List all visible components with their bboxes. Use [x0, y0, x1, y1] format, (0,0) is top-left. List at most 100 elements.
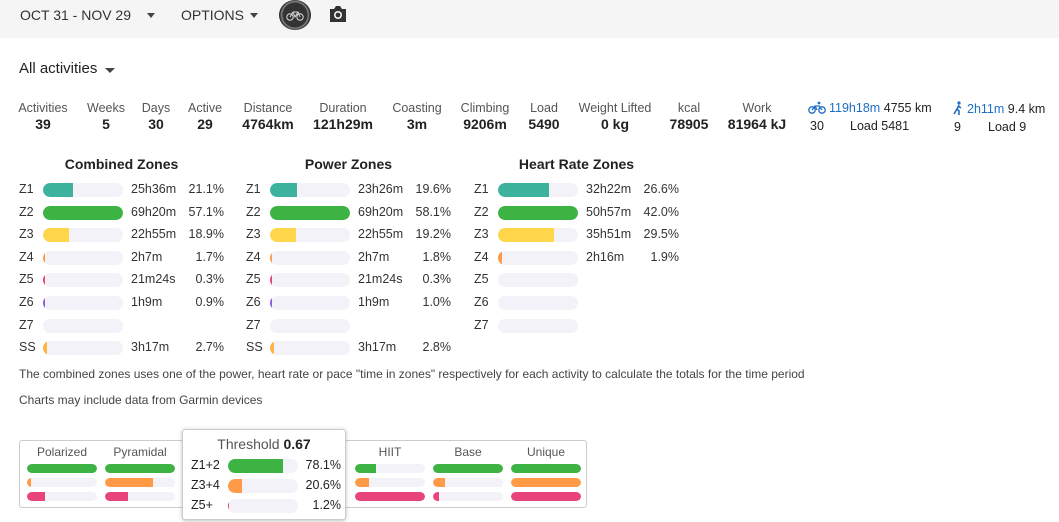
date-range-dropdown[interactable]: OCT 31 - NOV 29	[20, 7, 156, 23]
zone-row-z1: Z1 32h22m 26.6%	[474, 182, 684, 198]
distribution-unique[interactable]: Unique	[511, 445, 581, 501]
zone-bar-fill	[270, 250, 273, 265]
zone-percent: 26.6%	[643, 182, 679, 196]
zone-time: 22h55m	[131, 227, 177, 242]
zone-time: 22h55m	[358, 227, 404, 242]
distribution-polarized[interactable]: Polarized	[27, 445, 97, 501]
distribution-tooltip: Threshold 0.67 Z1+2 78.1% Z3+4 20.6% Z5+ 1.2%	[182, 429, 346, 520]
combined-zones-note: The combined zones uses one of the power…	[19, 367, 805, 381]
sport-load: Load 9	[988, 120, 1027, 134]
zone-bar	[498, 250, 578, 265]
zone-percent: 21.1%	[188, 182, 224, 196]
zone-percent: 19.2%	[415, 227, 451, 242]
tooltip-row-percent: 1.2%	[312, 498, 342, 512]
date-range-label: OCT 31 - NOV 29	[20, 7, 132, 23]
zone-bar-fill	[270, 183, 297, 197]
zone-row-z4: Z4 2h16m 1.9%	[474, 250, 684, 266]
zone-row-z7: Z7	[19, 318, 229, 334]
distribution-name: HIIT	[378, 445, 402, 459]
zone-bar	[270, 341, 350, 356]
activity-filter-dropdown[interactable]: All activities	[19, 60, 116, 77]
zone-bar-fill	[270, 273, 272, 288]
sport-distance: 9.4 km	[1007, 102, 1046, 116]
options-dropdown[interactable]: OPTIONS	[181, 7, 259, 23]
tooltip-row-percent: 78.1%	[305, 458, 341, 472]
zone-row-z7: Z7	[246, 318, 456, 334]
distribution-bar-fill	[355, 478, 369, 487]
distribution-hiit[interactable]: HIIT	[355, 445, 425, 501]
stat-load: Load 5490	[528, 101, 559, 132]
zone-bar	[43, 205, 123, 220]
distribution-base[interactable]: Base	[433, 445, 503, 501]
sport-time: 2h11m	[967, 102, 1005, 116]
tooltip-title-text: Threshold	[217, 436, 280, 452]
tooltip-row-label: Z1+2	[191, 458, 220, 472]
zone-bar	[498, 205, 578, 220]
zone-label: Z6	[474, 295, 489, 309]
zone-percent: 19.6%	[415, 182, 451, 196]
zone-label: Z7	[474, 317, 489, 332]
zone-bar-fill	[270, 205, 350, 220]
sport-time: 119h18m	[829, 101, 881, 115]
distribution-bar-fill	[433, 464, 503, 473]
distribution-bar-fill	[105, 492, 129, 501]
distribution-bar	[511, 478, 581, 487]
zone-bar	[270, 183, 350, 197]
garmin-note: Charts may include data from Garmin devi…	[19, 393, 263, 407]
avatar[interactable]	[279, 0, 311, 30]
distribution-name: Polarized	[36, 445, 88, 459]
sport-summary[interactable]: 2h11m 9.4 km 9 Load 9	[952, 101, 1045, 134]
stat-distance: Distance 4764km	[242, 101, 293, 132]
zone-bar	[498, 183, 578, 197]
zone-bar-fill	[498, 205, 578, 220]
zone-bar	[270, 250, 350, 265]
stat-value: 9206m	[463, 116, 507, 132]
tooltip-row-percent: 20.6%	[305, 478, 341, 492]
stat-label: Weeks	[87, 101, 125, 115]
stat-duration: Duration 121h29m	[313, 101, 373, 132]
zone-row-z4: Z4 2h7m 1.8%	[246, 250, 456, 266]
zone-time: 69h20m	[358, 204, 404, 219]
distribution-bar	[27, 478, 97, 487]
zone-bar	[43, 318, 123, 333]
stat-value: 39	[35, 116, 51, 132]
zone-label: Z2	[474, 204, 489, 219]
distribution-bar-fill	[433, 478, 445, 487]
distribution-bar-fill	[355, 464, 376, 473]
zone-row-z2: Z2 69h20m 58.1%	[246, 205, 456, 221]
distribution-name: Unique	[526, 445, 566, 459]
zone-time: 32h22m	[586, 182, 632, 196]
zone-row-z3: Z3 35h51m 29.5%	[474, 227, 684, 243]
zone-table-title: Heart Rate Zones	[518, 156, 635, 172]
zone-bar-fill	[270, 341, 274, 356]
zone-percent: 1.0%	[422, 295, 452, 309]
zone-time: 21m24s	[131, 272, 176, 287]
top-bar: OCT 31 - NOV 29 OPTIONS	[0, 0, 1059, 38]
bike-icon	[286, 11, 304, 21]
bike-icon	[808, 101, 826, 117]
zone-label: Z1	[474, 182, 489, 196]
zone-percent: 42.0%	[643, 204, 679, 219]
caret-down-icon	[105, 68, 116, 73]
stat-label: Active	[187, 101, 223, 115]
distribution-bar-fill	[511, 492, 581, 501]
activity-filter-label: All activities	[19, 60, 98, 77]
zone-label: Z4	[19, 249, 34, 264]
zone-label: Z4	[246, 249, 261, 264]
zone-time: 2h7m	[358, 249, 390, 264]
zone-percent: 1.9%	[650, 249, 680, 264]
sport-summary[interactable]: 119h18m 4755 km 30 Load 5481	[808, 101, 932, 133]
stat-value: 121h29m	[313, 116, 373, 132]
zone-percent: 18.9%	[188, 227, 224, 242]
zone-percent: 1.8%	[422, 249, 452, 264]
zone-bar-fill	[43, 341, 47, 356]
zone-row-z5: Z5 21m24s 0.3%	[246, 272, 456, 288]
camera-icon[interactable]	[328, 5, 348, 23]
distribution-pyramidal[interactable]: Pyramidal	[105, 445, 175, 501]
tooltip-title: Threshold 0.67	[183, 436, 345, 452]
zone-time: 69h20m	[131, 204, 177, 219]
zone-label: SS	[246, 340, 263, 355]
zone-label: Z2	[19, 204, 34, 219]
zone-percent: 1.7%	[195, 249, 225, 264]
stat-kcal: kcal 78905	[670, 101, 709, 132]
